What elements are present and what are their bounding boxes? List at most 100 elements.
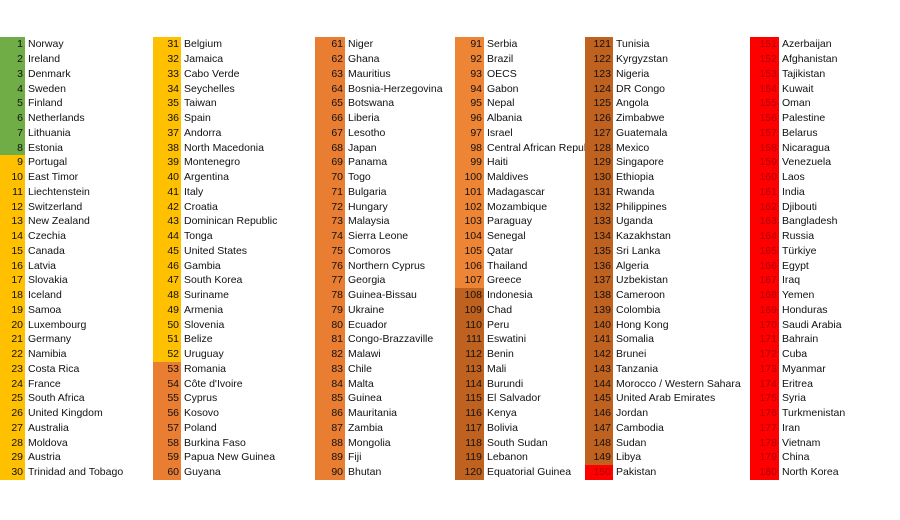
rank-number: 180 xyxy=(750,464,779,480)
table-row: 128 Mexico xyxy=(585,140,751,155)
country-name: Venezuela xyxy=(782,156,832,169)
rank-number: 85 xyxy=(315,391,345,406)
country-name: Ireland xyxy=(28,53,61,66)
country-name: Netherlands xyxy=(28,112,85,125)
country-name: Côte d'Ivoire xyxy=(184,377,243,390)
rank-number: 64 xyxy=(315,81,345,96)
table-row: 41 Italy xyxy=(153,184,316,200)
table-row: 39 Montenegro xyxy=(153,155,316,170)
country-name: China xyxy=(782,451,810,464)
rank-number: 161 xyxy=(750,184,779,200)
country-name: Angola xyxy=(616,97,649,110)
rank-number: 149 xyxy=(585,450,613,465)
rank-number: 169 xyxy=(750,302,779,318)
country-name: Hungary xyxy=(348,200,388,213)
country-name: Nepal xyxy=(487,97,515,110)
country-name: Burkina Faso xyxy=(184,436,246,449)
country-name: Eswatini xyxy=(487,333,527,346)
rank-number: 92 xyxy=(455,51,484,67)
rank-number: 176 xyxy=(750,405,779,421)
table-row: 11 Liechtenstein xyxy=(0,184,156,200)
country-name: Estonia xyxy=(28,141,64,154)
country-name: Belarus xyxy=(782,126,818,139)
table-row: 66 Liberia xyxy=(315,110,456,126)
ranking-column: 91 Serbia 92 Brazil 93 OECS 94 Gabon 95 Nepal 96 Al… xyxy=(455,37,588,480)
rank-number: 122 xyxy=(585,51,613,67)
table-row: 75 Comoros xyxy=(315,243,456,259)
country-name: Myanmar xyxy=(782,362,826,375)
table-row: 10 East Timor xyxy=(0,169,156,185)
country-name: Greece xyxy=(487,274,522,287)
rank-number: 164 xyxy=(750,228,779,244)
rank-number: 138 xyxy=(585,287,613,303)
table-row: 168 Yemen xyxy=(750,287,900,303)
rank-number: 78 xyxy=(315,287,345,303)
rank-number: 117 xyxy=(455,420,484,436)
country-name: Kuwait xyxy=(782,82,814,95)
rank-number: 166 xyxy=(750,258,779,273)
table-row: 83 Chile xyxy=(315,361,456,377)
rank-number: 111 xyxy=(455,332,484,347)
country-name: Luxembourg xyxy=(28,318,87,331)
rank-number: 113 xyxy=(455,361,484,377)
country-name: Croatia xyxy=(184,200,218,213)
country-name: Bulgaria xyxy=(348,185,387,198)
rank-number: 106 xyxy=(455,258,484,273)
table-row: 45 United States xyxy=(153,243,316,259)
country-name: Turkmenistan xyxy=(782,407,846,420)
rank-number: 11 xyxy=(0,184,25,200)
table-row: 132 Philippines xyxy=(585,199,751,214)
country-name: Namibia xyxy=(28,348,67,361)
country-name: Slovakia xyxy=(28,274,68,287)
rank-number: 6 xyxy=(0,110,25,126)
rank-number: 155 xyxy=(750,96,779,111)
table-row: 100 Maldives xyxy=(455,169,588,185)
country-name: Uruguay xyxy=(184,348,224,361)
rank-number: 80 xyxy=(315,317,345,332)
rank-number: 25 xyxy=(0,391,25,406)
table-row: 18 Iceland xyxy=(0,287,156,303)
country-name: Bangladesh xyxy=(782,215,838,228)
rank-number: 109 xyxy=(455,302,484,318)
country-name: Latvia xyxy=(28,259,57,272)
table-row: 38 North Macedonia xyxy=(153,140,316,155)
country-name: Benin xyxy=(487,348,514,361)
rank-number: 89 xyxy=(315,450,345,465)
rank-number: 55 xyxy=(153,391,181,406)
country-name: Chad xyxy=(487,303,513,316)
rank-number: 115 xyxy=(455,391,484,406)
country-name: Eritrea xyxy=(782,377,813,390)
country-name: Italy xyxy=(184,185,204,198)
rank-number: 173 xyxy=(750,361,779,377)
country-name: Senegal xyxy=(487,230,526,243)
country-name: Tajikistan xyxy=(782,67,826,80)
table-row: 16 Latvia xyxy=(0,258,156,273)
rank-number: 119 xyxy=(455,450,484,465)
country-name: Congo-Brazzaville xyxy=(348,333,434,346)
country-name: Seychelles xyxy=(184,82,235,95)
country-name: Syria xyxy=(782,392,806,405)
rank-number: 123 xyxy=(585,66,613,82)
country-name: Nicaragua xyxy=(782,141,830,154)
country-name: Andorra xyxy=(184,126,222,139)
rank-number: 167 xyxy=(750,273,779,288)
table-row: 157 Belarus xyxy=(750,125,900,141)
table-row: 119 Lebanon xyxy=(455,450,588,465)
rank-number: 48 xyxy=(153,287,181,303)
country-name: Russia xyxy=(782,230,815,243)
table-row: 125 Angola xyxy=(585,96,751,111)
country-name: Gambia xyxy=(184,259,221,272)
table-row: 103 Paraguay xyxy=(455,214,588,229)
country-name: Guinea-Bissau xyxy=(348,289,417,302)
country-name: Vietnam xyxy=(782,436,821,449)
table-row: 53 Romania xyxy=(153,361,316,377)
rank-number: 136 xyxy=(585,258,613,273)
country-name: Ecuador xyxy=(348,318,388,331)
rank-number: 93 xyxy=(455,66,484,82)
rank-number: 101 xyxy=(455,184,484,200)
country-name: Slovenia xyxy=(184,318,225,331)
rank-number: 16 xyxy=(0,258,25,273)
country-name: Nigeria xyxy=(616,67,650,80)
rank-number: 60 xyxy=(153,464,181,480)
rank-number: 58 xyxy=(153,435,181,450)
